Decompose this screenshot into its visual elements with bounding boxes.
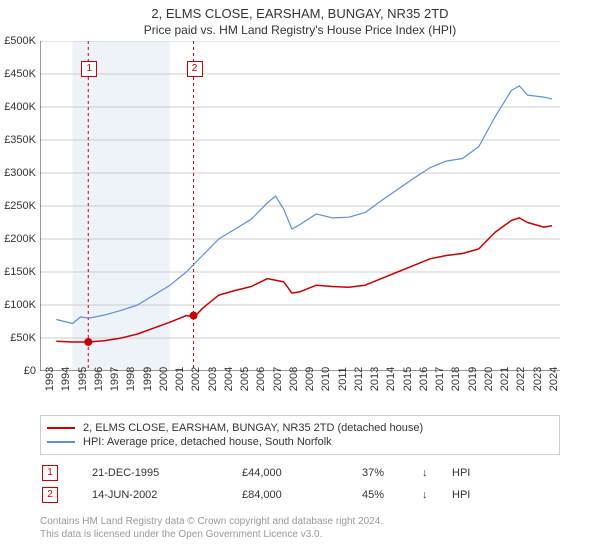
legend-swatch xyxy=(47,427,75,429)
marker-label: 1 xyxy=(81,61,97,77)
transaction-vs: HPI xyxy=(452,485,558,505)
footer-line-2: This data is licensed under the Open Gov… xyxy=(40,528,560,541)
marker-label: 2 xyxy=(187,61,203,77)
transaction-price: £44,000 xyxy=(242,463,360,483)
x-axis: 1993199419951996199719981999200020012002… xyxy=(40,375,560,411)
x-tick-label: 1993 xyxy=(44,367,56,391)
x-tick-label: 2021 xyxy=(499,367,511,391)
transaction-pct: 45% xyxy=(362,485,420,505)
transactions-table: 1 21-DEC-1995£44,00037%↓HPI 2 14-JUN-2002£8… xyxy=(40,461,560,507)
y-tick-label: £150K xyxy=(4,266,36,278)
x-tick-label: 2011 xyxy=(337,367,349,391)
transaction-price: £84,000 xyxy=(242,485,360,505)
x-tick-label: 2018 xyxy=(450,367,462,391)
transaction-date: 21-DEC-1995 xyxy=(92,463,240,483)
y-tick-label: £350K xyxy=(4,134,36,146)
transaction-vs: HPI xyxy=(452,463,558,483)
chart-area: £0£50K£100K£150K£200K£250K£300K£350K£400… xyxy=(40,41,600,411)
y-tick-label: £300K xyxy=(4,167,36,179)
line-chart xyxy=(40,41,560,371)
x-tick-label: 2013 xyxy=(369,367,381,391)
y-tick-label: £500K xyxy=(4,35,36,47)
x-tick-label: 2022 xyxy=(515,367,527,391)
x-tick-label: 2005 xyxy=(239,367,251,391)
x-tick-label: 2002 xyxy=(190,367,202,391)
x-tick-label: 1995 xyxy=(77,367,89,391)
x-tick-label: 2015 xyxy=(402,367,414,391)
x-tick-label: 2008 xyxy=(288,367,300,391)
chart-title: 2, ELMS CLOSE, EARSHAM, BUNGAY, NR35 2TD xyxy=(0,6,600,21)
y-tick-label: £250K xyxy=(4,200,36,212)
down-arrow-icon: ↓ xyxy=(422,485,450,505)
down-arrow-icon: ↓ xyxy=(422,463,450,483)
y-tick-label: £400K xyxy=(4,101,36,113)
y-tick-label: £0 xyxy=(24,365,36,377)
x-tick-label: 2014 xyxy=(385,367,397,391)
x-tick-label: 2016 xyxy=(418,367,430,391)
legend-swatch xyxy=(47,441,75,443)
transaction-pct: 37% xyxy=(362,463,420,483)
x-tick-label: 1997 xyxy=(109,367,121,391)
x-tick-label: 2020 xyxy=(483,367,495,391)
x-tick-label: 2023 xyxy=(532,367,544,391)
x-tick-label: 2019 xyxy=(467,367,479,391)
transaction-marker: 2 xyxy=(42,487,58,503)
legend-item: 2, ELMS CLOSE, EARSHAM, BUNGAY, NR35 2TD… xyxy=(47,422,553,434)
legend: 2, ELMS CLOSE, EARSHAM, BUNGAY, NR35 2TD… xyxy=(40,415,560,455)
transaction-date: 14-JUN-2002 xyxy=(92,485,240,505)
x-tick-label: 2017 xyxy=(434,367,446,391)
x-tick-label: 2010 xyxy=(320,367,332,391)
legend-item: HPI: Average price, detached house, Sout… xyxy=(47,436,553,448)
footer-line-1: Contains HM Land Registry data © Crown c… xyxy=(40,515,560,528)
x-tick-label: 2024 xyxy=(548,367,560,391)
x-tick-label: 2004 xyxy=(223,367,235,391)
x-tick-label: 2012 xyxy=(353,367,365,391)
y-axis: £0£50K£100K£150K£200K£250K£300K£350K£400… xyxy=(0,41,40,371)
x-tick-label: 2001 xyxy=(174,367,186,391)
x-tick-label: 2006 xyxy=(255,367,267,391)
x-tick-label: 1996 xyxy=(93,367,105,391)
x-tick-label: 1998 xyxy=(125,367,137,391)
legend-label: 2, ELMS CLOSE, EARSHAM, BUNGAY, NR35 2TD… xyxy=(83,422,423,434)
transaction-marker: 1 xyxy=(42,465,58,481)
transaction-row: 1 21-DEC-1995£44,00037%↓HPI xyxy=(42,463,558,483)
y-tick-label: £200K xyxy=(4,233,36,245)
x-tick-label: 2007 xyxy=(272,367,284,391)
legend-label: HPI: Average price, detached house, Sout… xyxy=(83,436,332,448)
transaction-row: 2 14-JUN-2002£84,00045%↓HPI xyxy=(42,485,558,505)
chart-subtitle: Price paid vs. HM Land Registry's House … xyxy=(0,23,600,37)
x-tick-label: 2009 xyxy=(304,367,316,391)
x-tick-label: 1994 xyxy=(60,367,72,391)
x-tick-label: 2000 xyxy=(158,367,170,391)
footer: Contains HM Land Registry data © Crown c… xyxy=(40,515,560,541)
y-tick-label: £450K xyxy=(4,68,36,80)
x-tick-label: 2003 xyxy=(207,367,219,391)
x-tick-label: 1999 xyxy=(142,367,154,391)
y-tick-label: £100K xyxy=(4,299,36,311)
y-tick-label: £50K xyxy=(10,332,36,344)
